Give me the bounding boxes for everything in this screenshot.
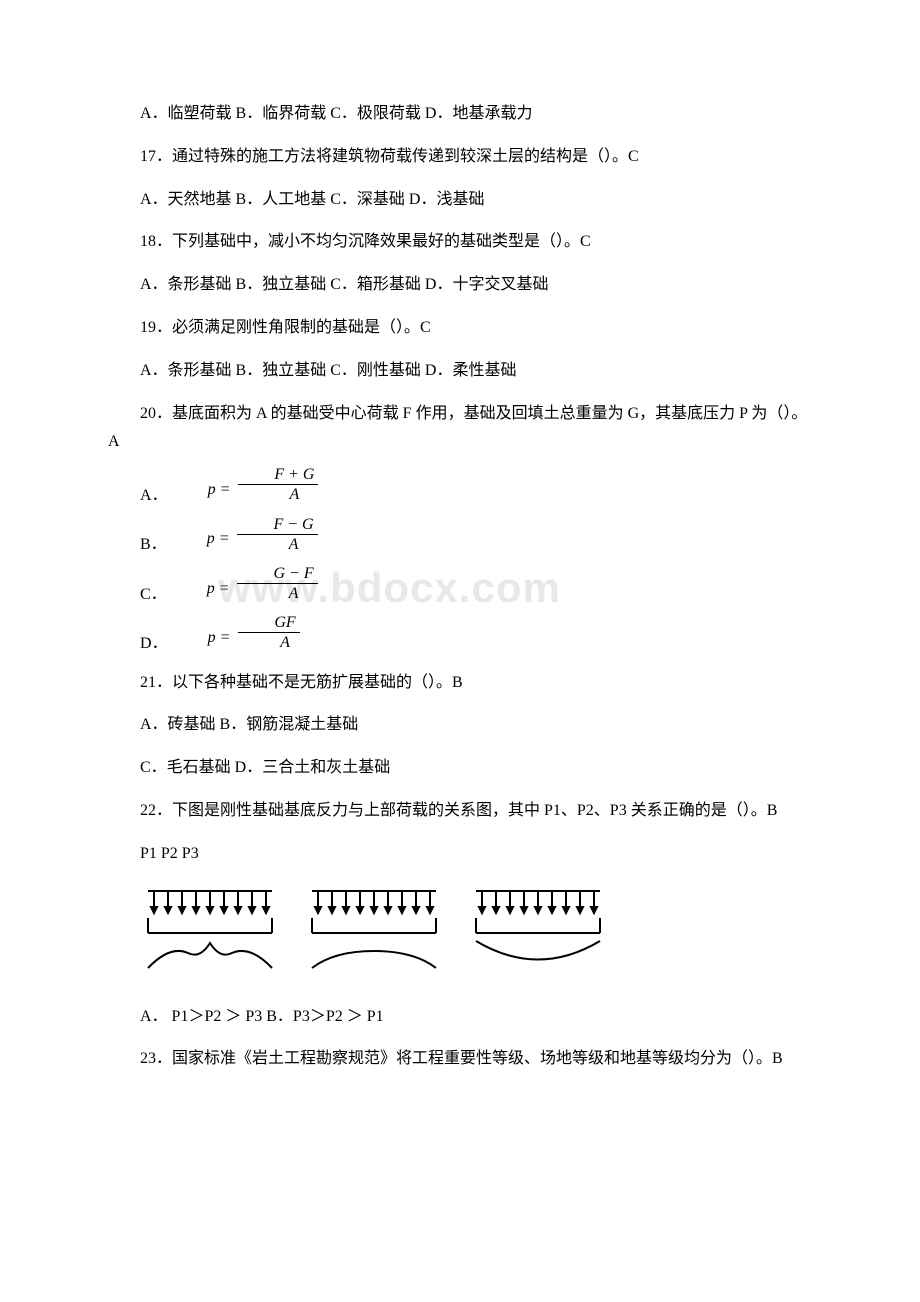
q21-options-1: A．砖基础 B．钢筋混凝土基础 — [108, 711, 812, 740]
q16-options: A．临塑荷载 B．临界荷载 C．极限荷载 D．地基承载力 — [108, 100, 812, 129]
fraction-b-den: A — [253, 535, 303, 554]
q23-question: 23．国家标准《岩土工程勘察规范》将工程重要性等级、场地等级和地基等级均分为（）… — [108, 1045, 812, 1074]
fraction-b: F − G A — [237, 515, 317, 554]
formula-p-c: p = — [175, 575, 230, 604]
q23-text: 23．国家标准《岩土工程勘察规范》将工程重要性等级、场地等级和地基等级均分为（）… — [108, 1045, 812, 1074]
option-c-label: C． — [108, 581, 167, 610]
q20-option-b: B． p = F − G A — [108, 521, 812, 560]
q20-text: 20．基底面积为 A 的基础受中心荷载 F 作用，基础及回填土总重量为 G，其基… — [108, 400, 812, 458]
q20-option-a: A． p = F + G A — [108, 471, 812, 510]
diagram-2 — [304, 883, 444, 973]
option-d-label: D． — [108, 630, 168, 659]
q21-question: 21．以下各种基础不是无筋扩展基础的（）。B — [108, 669, 812, 698]
fraction-c-num: G − F — [237, 564, 317, 584]
option-a-label: A． — [108, 482, 168, 511]
q20-option-d: D． p = GF A — [108, 619, 812, 658]
formula-p-d: p = — [176, 624, 231, 653]
diagram-3 — [468, 883, 608, 973]
fraction-a-den: A — [254, 485, 304, 504]
formula-p-a: p = — [176, 476, 231, 505]
fraction-a: F + G A — [238, 465, 318, 504]
q18-question: 18．下列基础中，减小不均匀沉降效果最好的基础类型是（）。C — [108, 228, 812, 257]
q20-option-c: C． p = G − F A — [108, 570, 812, 609]
q17-options: A．天然地基 B．人工地基 C．深基础 D．浅基础 — [108, 186, 812, 215]
q22-options: A． P1＞P2 ＞ P3 B．P3＞P2 ＞ P1 — [108, 1003, 812, 1032]
diagram-row — [140, 883, 812, 973]
fraction-d-den: A — [244, 633, 294, 652]
q22-question: 22．下图是刚性基础基底反力与上部荷载的关系图，其中 P1、P2、P3 关系正确… — [108, 797, 812, 826]
q22-text: 22．下图是刚性基础基底反力与上部荷载的关系图，其中 P1、P2、P3 关系正确… — [108, 797, 812, 826]
q17-question: 17．通过特殊的施工方法将建筑物荷载传递到较深土层的结构是（）。C — [108, 143, 812, 172]
q18-options: A．条形基础 B．独立基础 C．箱形基础 D．十字交叉基础 — [108, 271, 812, 300]
fraction-a-num: F + G — [238, 465, 318, 485]
q22-labels: P1 P2 P3 — [108, 840, 812, 869]
fraction-d: GF A — [238, 613, 299, 652]
q20-question: 20．基底面积为 A 的基础受中心荷载 F 作用，基础及回填土总重量为 G，其基… — [108, 400, 812, 458]
fraction-c-den: A — [253, 584, 303, 603]
q19-options: A．条形基础 B．独立基础 C．刚性基础 D．柔性基础 — [108, 357, 812, 386]
q19-question: 19．必须满足刚性角限制的基础是（）。C — [108, 314, 812, 343]
watermark-container: www.bdocx.com C． p = G − F A D． p = GF A — [108, 570, 812, 659]
diagram-1 — [140, 883, 280, 973]
fraction-d-num: GF — [238, 613, 299, 633]
fraction-b-num: F − G — [237, 515, 317, 535]
fraction-c: G − F A — [237, 564, 317, 603]
option-b-label: B． — [108, 531, 167, 560]
formula-p-b: p = — [175, 525, 230, 554]
q21-options-2: C．毛石基础 D．三合土和灰土基础 — [108, 754, 812, 783]
